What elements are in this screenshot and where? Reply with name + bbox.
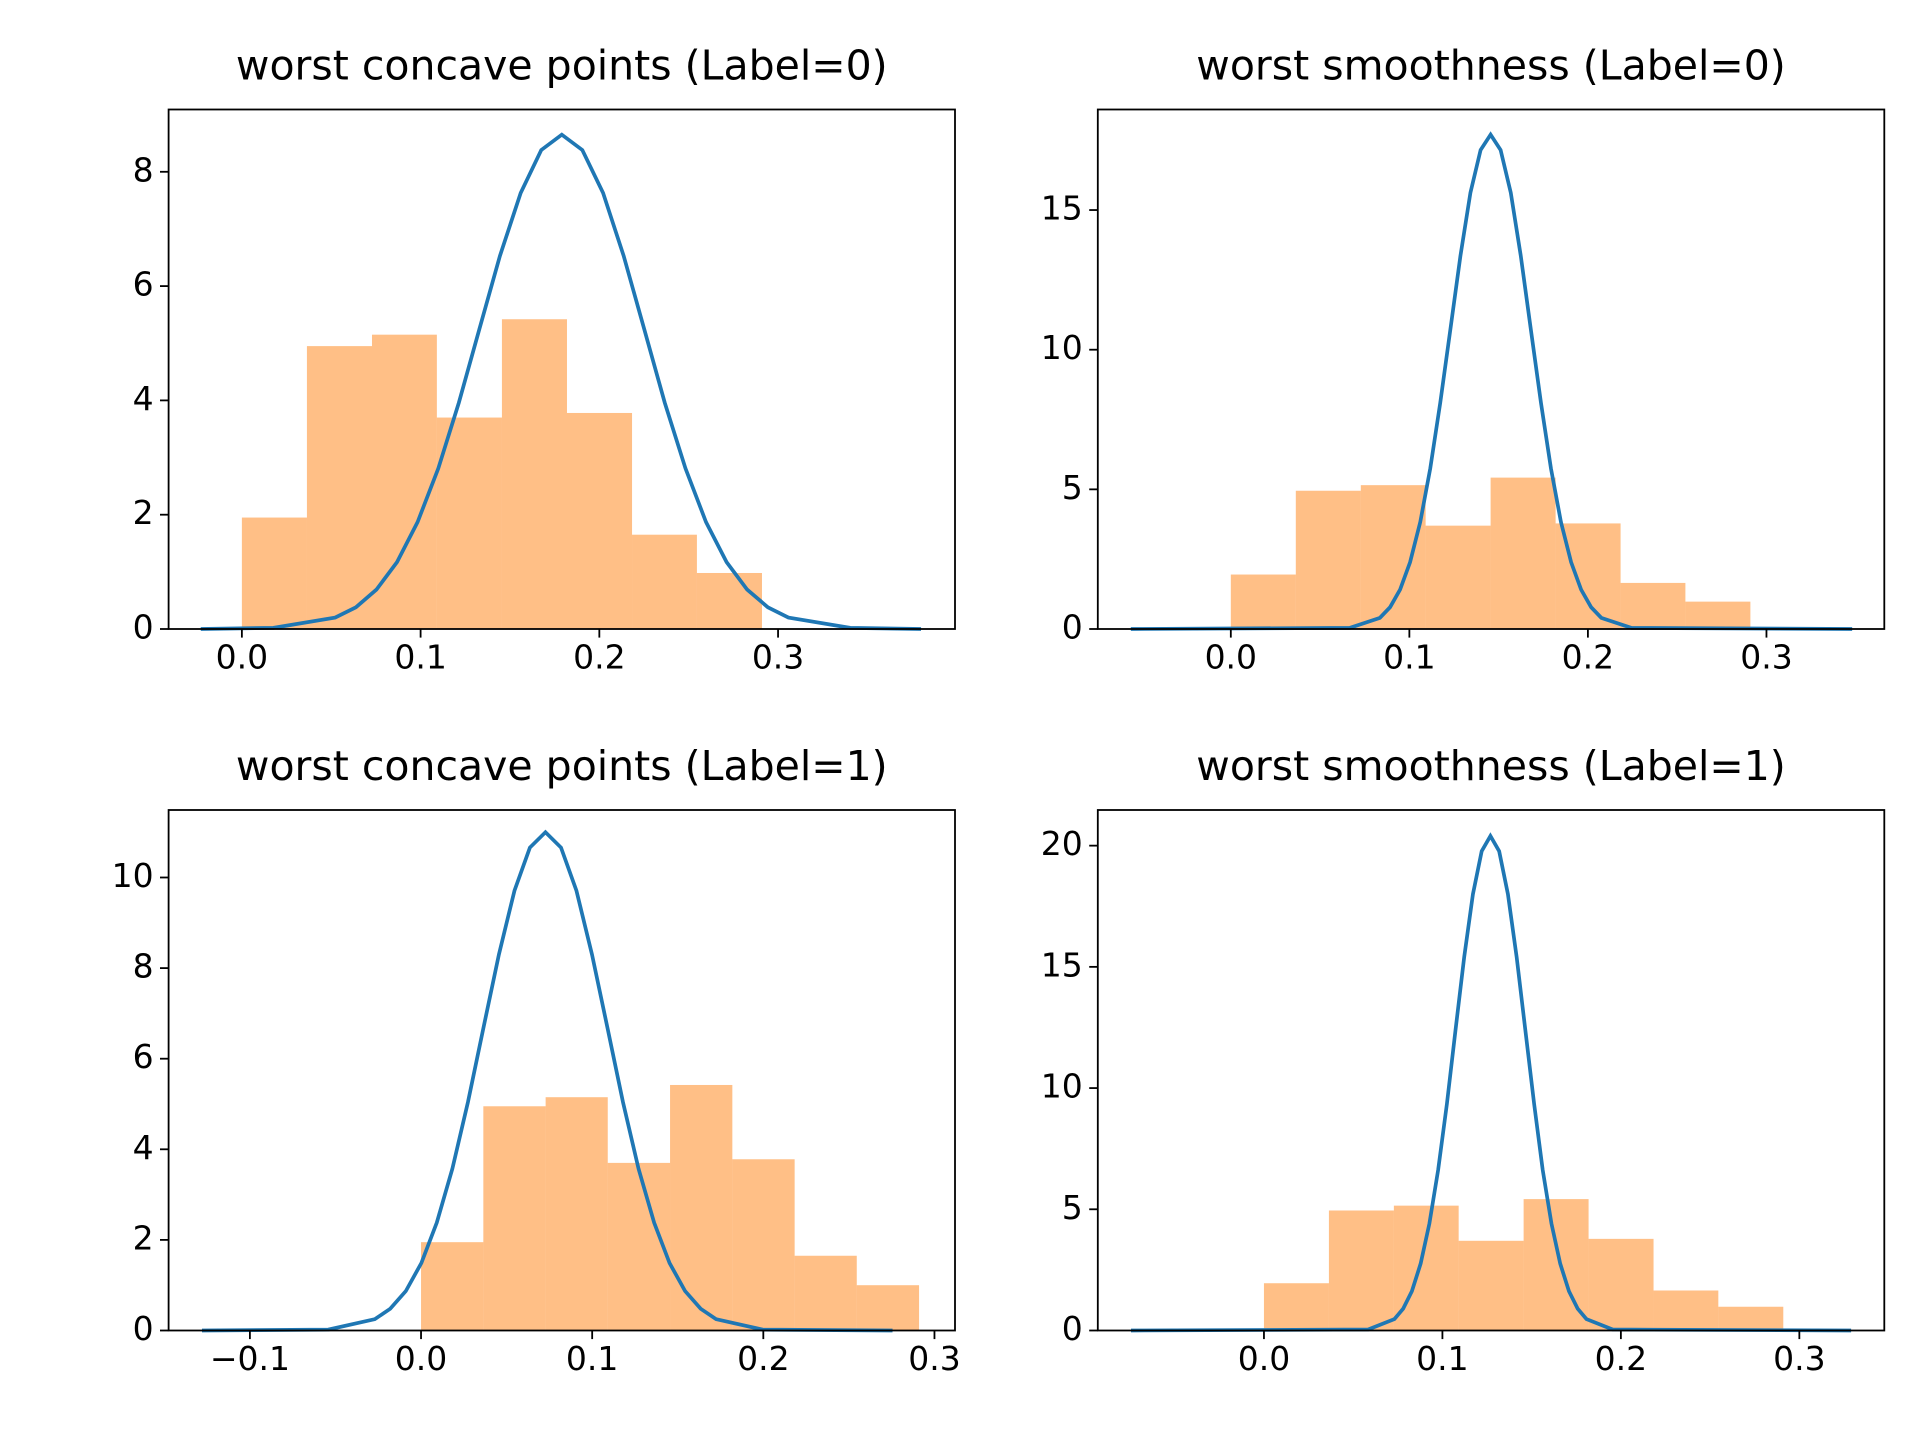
y-tick-label: 15: [1041, 189, 1083, 228]
y-tick-label: 10: [1041, 1067, 1083, 1106]
histogram-bar: [483, 1106, 546, 1331]
histogram-bar: [1718, 1306, 1784, 1331]
histogram-bar: [566, 412, 633, 629]
density-line: [200, 132, 922, 631]
x-tick-label: 0.0: [395, 1339, 447, 1378]
histogram-bar: [632, 534, 697, 629]
y-tick-label: 10: [112, 856, 154, 895]
axes-frame: [1096, 108, 1886, 630]
density-line: [1130, 832, 1852, 1333]
y-tick-label: 0: [1062, 608, 1083, 647]
x-tick-label: 0.2: [573, 638, 625, 677]
y-tick-label: 8: [133, 150, 154, 189]
axes-frame: [167, 809, 956, 1332]
y-tick-label: 8: [133, 947, 154, 986]
x-tick-label: 0.1: [394, 638, 446, 677]
y-tick-label: 5: [1062, 1188, 1083, 1227]
histogram-bar: [794, 1255, 857, 1331]
axes-frame: [167, 108, 956, 630]
y-tick-label: 5: [1062, 468, 1083, 507]
y-tick-label: 2: [133, 493, 154, 532]
x-tick-label: 0.2: [1562, 638, 1614, 677]
x-tick-label: 0.3: [908, 1339, 960, 1378]
histogram-bar: [1653, 1290, 1719, 1331]
histogram-bar: [1490, 477, 1556, 629]
x-tick-label: 0.3: [752, 638, 804, 677]
histogram-bar: [1620, 582, 1686, 629]
y-tick-label: 0: [133, 608, 154, 647]
histogram-bar: [670, 1084, 733, 1331]
histogram-bar: [306, 346, 372, 629]
y-tick-label: 2: [133, 1218, 154, 1257]
subplot-title: worst smoothness (Label=0): [1196, 42, 1785, 90]
density-line: [201, 829, 893, 1333]
x-tick-label: 0.3: [1773, 1339, 1825, 1378]
histogram-bar: [421, 1242, 484, 1331]
histogram-bar: [545, 1097, 608, 1331]
histogram-bar: [1588, 1238, 1654, 1331]
histogram-bar: [607, 1162, 671, 1331]
histogram-bar: [1263, 1283, 1329, 1331]
x-tick-label: −0.1: [210, 1339, 290, 1378]
y-tick-label: 4: [133, 1128, 154, 1167]
x-tick-label: 0.1: [1416, 1339, 1468, 1378]
y-tick-label: 15: [1041, 945, 1083, 984]
axes-frame: [1096, 809, 1886, 1332]
histogram-bar: [1425, 525, 1491, 629]
x-tick-label: 0.0: [216, 638, 268, 677]
histogram-bar: [732, 1159, 795, 1331]
x-tick-label: 0.3: [1740, 638, 1792, 677]
histogram-bar: [1360, 485, 1426, 629]
subplot-title: worst concave points (Label=0): [236, 42, 888, 90]
histogram-bar: [501, 319, 567, 629]
y-tick-label: 10: [1041, 328, 1083, 367]
x-tick-label: 0.1: [1383, 638, 1435, 677]
histogram-bar: [696, 572, 762, 629]
histogram-bar: [1230, 574, 1296, 629]
histogram-bar: [1393, 1205, 1459, 1331]
y-tick-label: 6: [133, 265, 154, 304]
histogram-bar: [1328, 1210, 1394, 1331]
histogram-bar: [436, 417, 502, 629]
subplot-title: worst concave points (Label=1): [236, 742, 888, 790]
histogram-bar: [1295, 490, 1361, 629]
y-tick-label: 0: [133, 1309, 154, 1348]
y-tick-label: 20: [1041, 824, 1083, 863]
y-tick-label: 0: [1062, 1309, 1083, 1348]
histogram-bar: [856, 1285, 920, 1331]
y-tick-label: 4: [133, 379, 154, 418]
x-tick-label: 0.2: [737, 1339, 789, 1378]
x-tick-label: 0.0: [1238, 1339, 1290, 1378]
histogram-bar: [241, 517, 307, 629]
histogram-bar: [1685, 601, 1751, 629]
subplot-title: worst smoothness (Label=1): [1196, 742, 1785, 790]
histogram-bar: [1458, 1240, 1524, 1331]
x-tick-label: 0.2: [1595, 1339, 1647, 1378]
density-line: [1130, 131, 1853, 631]
y-tick-label: 6: [133, 1037, 154, 1076]
x-tick-label: 0.1: [566, 1339, 618, 1378]
x-tick-label: 0.0: [1205, 638, 1257, 677]
